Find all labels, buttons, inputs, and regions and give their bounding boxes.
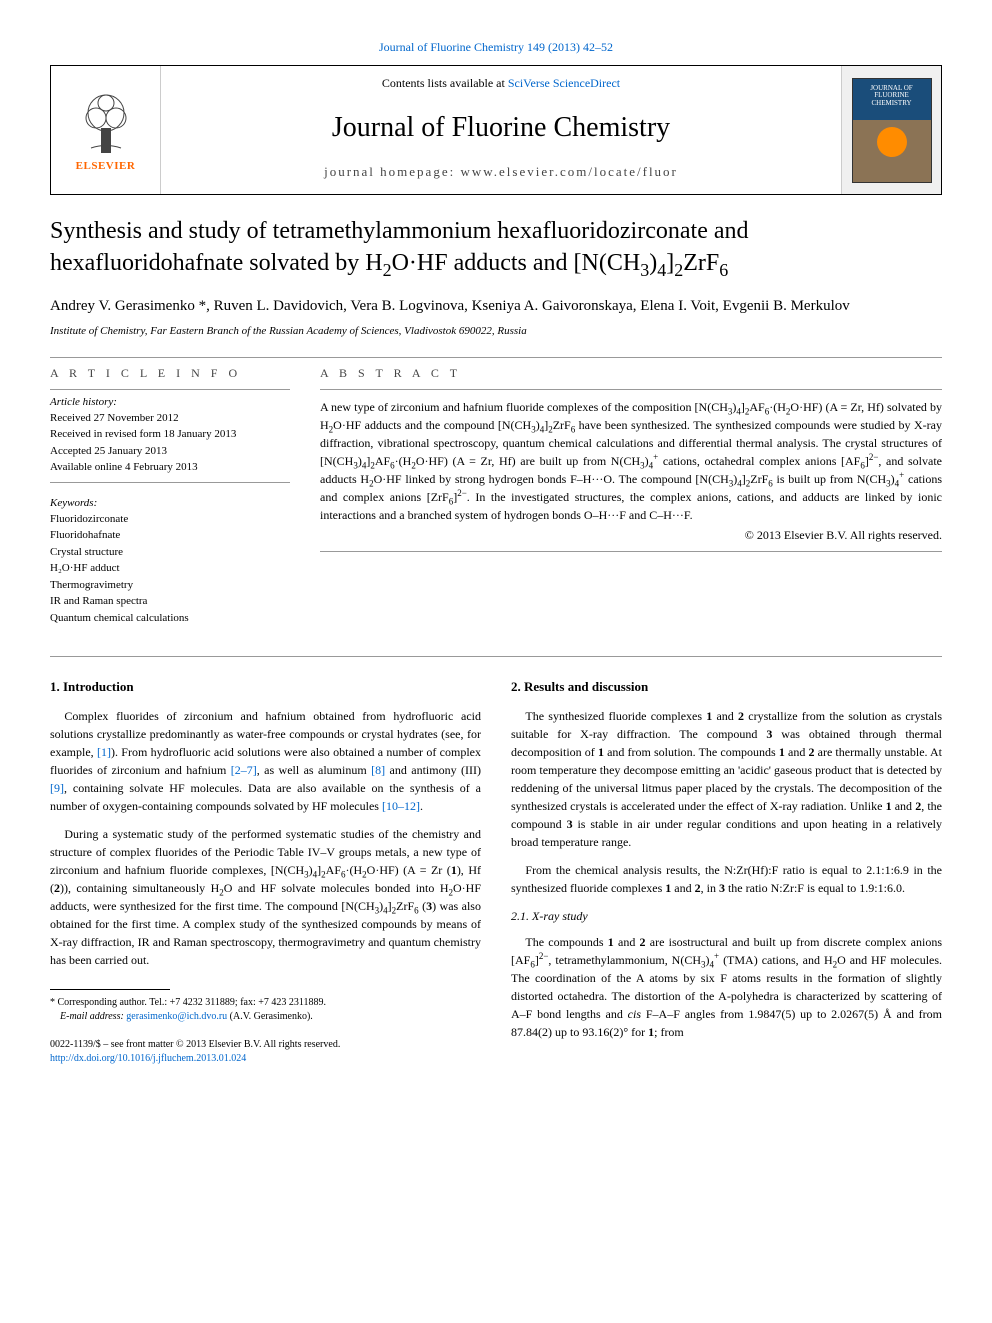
abstract-text: A new type of zirconium and hafnium fluo… (320, 398, 942, 524)
subsection-heading-xray: 2.1. X-ray study (511, 907, 942, 925)
history-heading: Article history: (50, 396, 290, 408)
email-line: E-mail address: gerasimenko@ich.dvo.ru (… (50, 1010, 481, 1024)
divider (50, 656, 942, 657)
history-item: Available online 4 February 2013 (50, 459, 290, 476)
divider-short (50, 482, 290, 483)
keyword-item: IR and Raman spectra (50, 593, 290, 610)
section-heading-intro: 1. Introduction (50, 677, 481, 697)
elsevier-tree-icon (71, 88, 141, 158)
contents-prefix: Contents lists available at (382, 76, 508, 90)
xray-paragraph: The compounds 1 and 2 are isostructural … (511, 933, 942, 1041)
issn-line: 0022-1139/$ – see front matter © 2013 El… (50, 1038, 481, 1052)
history-item: Accepted 25 January 2013 (50, 443, 290, 460)
elsevier-logo[interactable]: ELSEVIER (51, 66, 161, 194)
info-abstract-row: A R T I C L E I N F O Article history: R… (50, 366, 942, 627)
results-paragraph: The synthesized fluoride complexes 1 and… (511, 707, 942, 851)
top-citation[interactable]: Journal of Fluorine Chemistry 149 (2013)… (50, 40, 942, 55)
abstract-copyright: © 2013 Elsevier B.V. All rights reserved… (320, 528, 942, 543)
cover-badge-icon (877, 127, 907, 157)
history-item: Received in revised form 18 January 2013 (50, 426, 290, 443)
keyword-item: H₂O·HF adduct (50, 560, 290, 577)
left-column: 1. Introduction Complex fluorides of zir… (50, 677, 481, 1066)
bottom-meta: 0022-1139/$ – see front matter © 2013 El… (50, 1038, 481, 1066)
history-item: Received 27 November 2012 (50, 410, 290, 427)
cover-title: JOURNAL OF FLUORINE CHEMISTRY (853, 85, 931, 108)
abstract-heading: A B S T R A C T (320, 366, 942, 381)
section-heading-results: 2. Results and discussion (511, 677, 942, 697)
contents-list-line: Contents lists available at SciVerse Sci… (382, 76, 620, 91)
keyword-item: Crystal structure (50, 544, 290, 561)
intro-paragraph: During a systematic study of the perform… (50, 825, 481, 969)
email-suffix: (A.V. Gerasimenko). (227, 1011, 313, 1022)
keywords-block: Keywords: Fluoridozirconate Fluoridohafn… (50, 497, 290, 627)
keyword-item: Fluoridohafnate (50, 527, 290, 544)
homepage-url[interactable]: www.elsevier.com/locate/fluor (460, 164, 677, 179)
doi-link[interactable]: http://dx.doi.org/10.1016/j.jfluchem.201… (50, 1053, 246, 1064)
intro-paragraph: Complex fluorides of zirconium and hafni… (50, 707, 481, 815)
divider (320, 389, 942, 390)
email-label: E-mail address: (60, 1011, 126, 1022)
divider-short (50, 389, 290, 390)
journal-homepage: journal homepage: www.elsevier.com/locat… (324, 164, 678, 180)
header-center: Contents lists available at SciVerse Sci… (161, 66, 841, 194)
keyword-item: Thermogravimetry (50, 577, 290, 594)
authors: Andrey V. Gerasimenko *, Ruven L. Davido… (50, 298, 942, 315)
journal-cover[interactable]: JOURNAL OF FLUORINE CHEMISTRY (841, 66, 941, 194)
abstract-column: A B S T R A C T A new type of zirconium … (320, 366, 942, 627)
cover-thumbnail: JOURNAL OF FLUORINE CHEMISTRY (852, 78, 932, 183)
elsevier-text: ELSEVIER (76, 160, 136, 172)
divider (50, 357, 942, 358)
footnote-divider (50, 989, 170, 990)
right-column: 2. Results and discussion The synthesize… (511, 677, 942, 1066)
keyword-item: Quantum chemical calculations (50, 610, 290, 627)
article-info-heading: A R T I C L E I N F O (50, 366, 290, 381)
keywords-heading: Keywords: (50, 497, 290, 509)
article-info: A R T I C L E I N F O Article history: R… (50, 366, 290, 627)
journal-name: Journal of Fluorine Chemistry (332, 112, 670, 144)
affiliation: Institute of Chemistry, Far Eastern Bran… (50, 325, 942, 337)
body-columns: 1. Introduction Complex fluorides of zir… (50, 677, 942, 1066)
results-paragraph: From the chemical analysis results, the … (511, 861, 942, 897)
article-title: Synthesis and study of tetramethylammoni… (50, 215, 942, 280)
sciencedirect-link[interactable]: SciVerse ScienceDirect (508, 76, 620, 90)
corresponding-author: * Corresponding author. Tel.: +7 4232 31… (50, 996, 481, 1010)
divider (320, 551, 942, 552)
keyword-item: Fluoridozirconate (50, 511, 290, 528)
email-link[interactable]: gerasimenko@ich.dvo.ru (126, 1011, 227, 1022)
homepage-prefix: journal homepage: (324, 164, 460, 179)
journal-header: ELSEVIER Contents lists available at Sci… (50, 65, 942, 195)
